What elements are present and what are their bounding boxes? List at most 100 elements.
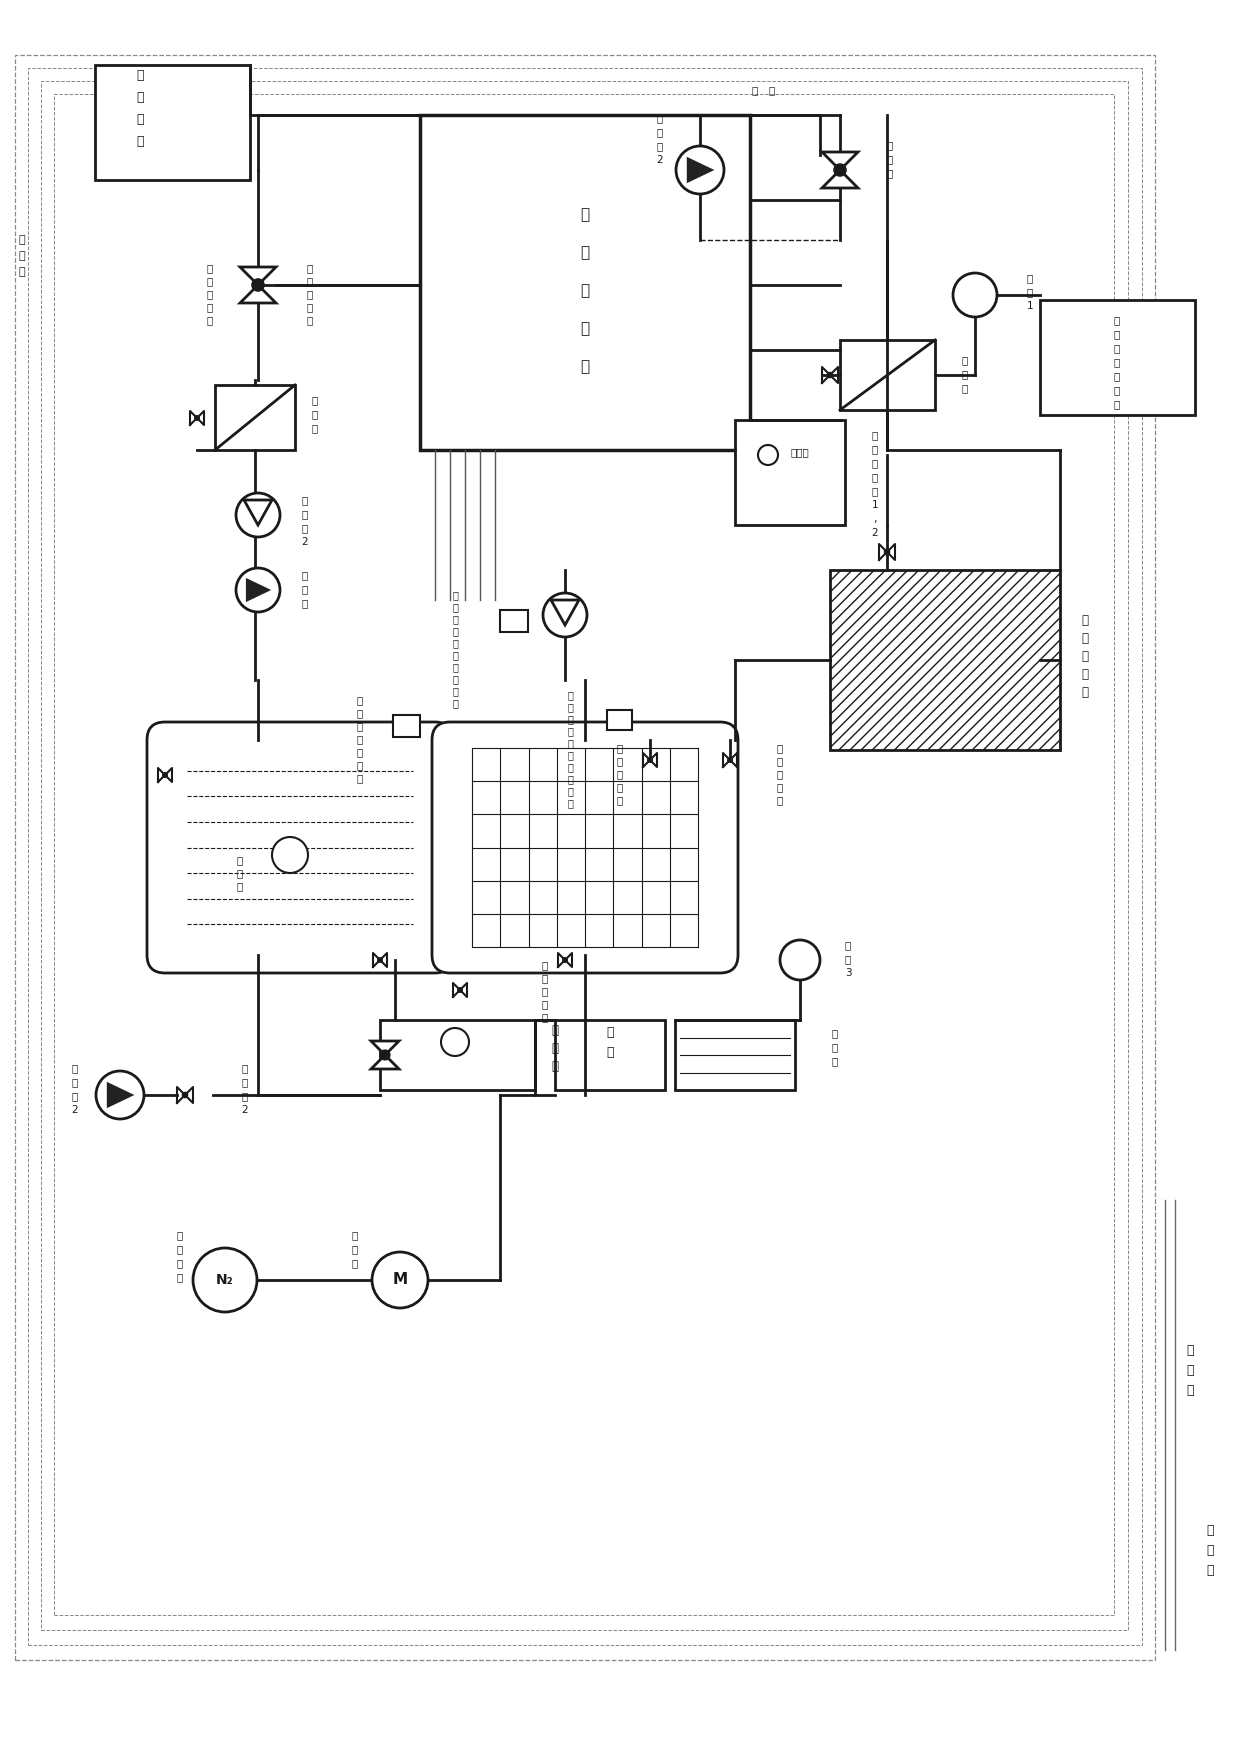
- Bar: [608, 710, 632, 729]
- Text: 器: 器: [19, 267, 25, 277]
- Polygon shape: [371, 1056, 399, 1070]
- Text: 力: 力: [306, 276, 314, 286]
- Text: 测: 测: [19, 251, 25, 262]
- Text: 计: 计: [237, 881, 243, 892]
- Text: 器: 器: [580, 359, 589, 375]
- Text: 行: 行: [567, 750, 573, 761]
- Text: 储: 储: [136, 112, 144, 126]
- Text: 液: 液: [453, 590, 458, 600]
- Polygon shape: [241, 284, 277, 304]
- Text: 计: 计: [1114, 372, 1120, 380]
- Text: 流量计: 流量计: [791, 447, 810, 457]
- Text: 泵: 泵: [657, 141, 663, 152]
- Circle shape: [649, 757, 652, 763]
- Circle shape: [272, 838, 308, 872]
- Text: 传: 传: [357, 747, 363, 757]
- Text: 传: 传: [453, 614, 458, 625]
- Text: 量: 量: [657, 127, 663, 138]
- Text: 送: 送: [306, 302, 314, 312]
- Text: 压: 压: [207, 263, 213, 272]
- Text: 及: 及: [453, 639, 458, 647]
- Text: 储: 储: [177, 1258, 184, 1269]
- Text: 水: 水: [72, 1077, 78, 1087]
- Text: 量: 量: [301, 510, 308, 518]
- Circle shape: [236, 569, 280, 612]
- Text: 排: 排: [777, 743, 784, 754]
- Text: 稳: 稳: [312, 394, 319, 405]
- Text: 泵: 泵: [72, 1091, 78, 1101]
- Circle shape: [563, 958, 567, 961]
- Text: 气: 气: [177, 1244, 184, 1255]
- Circle shape: [441, 1028, 469, 1056]
- Text: 感: 感: [357, 761, 363, 770]
- Text: 电: 电: [777, 770, 784, 778]
- Text: 台: 台: [1187, 1384, 1194, 1396]
- Polygon shape: [822, 169, 858, 188]
- Text: 及: 及: [567, 738, 573, 749]
- Circle shape: [543, 593, 587, 637]
- Text: 器: 器: [312, 422, 319, 433]
- Text: 水: 水: [1081, 632, 1089, 644]
- Text: 能: 能: [580, 246, 589, 260]
- Text: 开: 开: [751, 86, 758, 94]
- Bar: [95, 65, 250, 180]
- Text: 量: 量: [1114, 358, 1120, 366]
- Circle shape: [728, 757, 732, 763]
- Bar: [420, 115, 750, 450]
- Text: 端: 端: [1207, 1564, 1214, 1576]
- Text: M: M: [392, 1272, 408, 1288]
- Text: 水: 水: [777, 756, 784, 766]
- Text: 作: 作: [1187, 1363, 1194, 1377]
- Text: 2: 2: [301, 537, 309, 546]
- Text: 力: 力: [207, 276, 213, 286]
- Bar: [830, 571, 1060, 750]
- Text: 2: 2: [242, 1105, 248, 1115]
- Text: 2: 2: [657, 155, 663, 166]
- Bar: [556, 1021, 665, 1091]
- Text: 真: 真: [352, 1230, 358, 1241]
- Text: 器: 器: [872, 487, 878, 496]
- Text: 泵: 泵: [552, 1059, 558, 1073]
- Text: 阀: 阀: [777, 796, 784, 804]
- Text: 力: 力: [301, 585, 308, 593]
- Text: 离: 离: [552, 1024, 558, 1037]
- Text: 电: 电: [616, 770, 624, 778]
- Text: 泵: 泵: [301, 524, 308, 532]
- Text: 器: 器: [567, 797, 573, 808]
- FancyBboxPatch shape: [148, 722, 453, 974]
- Text: 压: 压: [312, 408, 319, 419]
- Text: 调: 调: [207, 290, 213, 298]
- Text: 流: 流: [301, 496, 308, 504]
- Text: 光: 光: [567, 689, 573, 700]
- Text: 品: 品: [1114, 330, 1120, 339]
- Text: 器: 器: [962, 382, 968, 393]
- Text: 智: 智: [580, 208, 589, 223]
- Text: 氮: 氮: [177, 1230, 184, 1241]
- Circle shape: [954, 272, 997, 318]
- Text: 泵: 泵: [301, 599, 308, 607]
- Text: 剂: 剂: [136, 91, 144, 103]
- Text: 入: 入: [1207, 1544, 1214, 1557]
- Bar: [735, 421, 844, 525]
- Text: 油: 油: [616, 756, 624, 766]
- Text: 系: 系: [1114, 386, 1120, 394]
- Circle shape: [182, 1092, 187, 1098]
- Bar: [500, 611, 528, 632]
- Bar: [393, 715, 420, 736]
- Text: 光: 光: [357, 721, 363, 731]
- Text: 泵: 泵: [242, 1091, 248, 1101]
- Circle shape: [253, 279, 263, 290]
- Text: 制: 制: [580, 321, 589, 337]
- Text: 传: 传: [872, 457, 878, 468]
- Text: 箱: 箱: [606, 1047, 614, 1059]
- Text: 器: 器: [357, 773, 363, 784]
- Text: 冷: 冷: [832, 1028, 838, 1038]
- Text: 排: 排: [242, 1063, 248, 1073]
- Text: 空: 空: [352, 1244, 358, 1255]
- Circle shape: [236, 494, 280, 537]
- Text: 感: 感: [453, 626, 458, 635]
- Text: 外: 外: [567, 763, 573, 771]
- Text: 单: 单: [1114, 316, 1120, 325]
- Text: 压: 压: [306, 263, 314, 272]
- Text: 器: 器: [832, 1056, 838, 1066]
